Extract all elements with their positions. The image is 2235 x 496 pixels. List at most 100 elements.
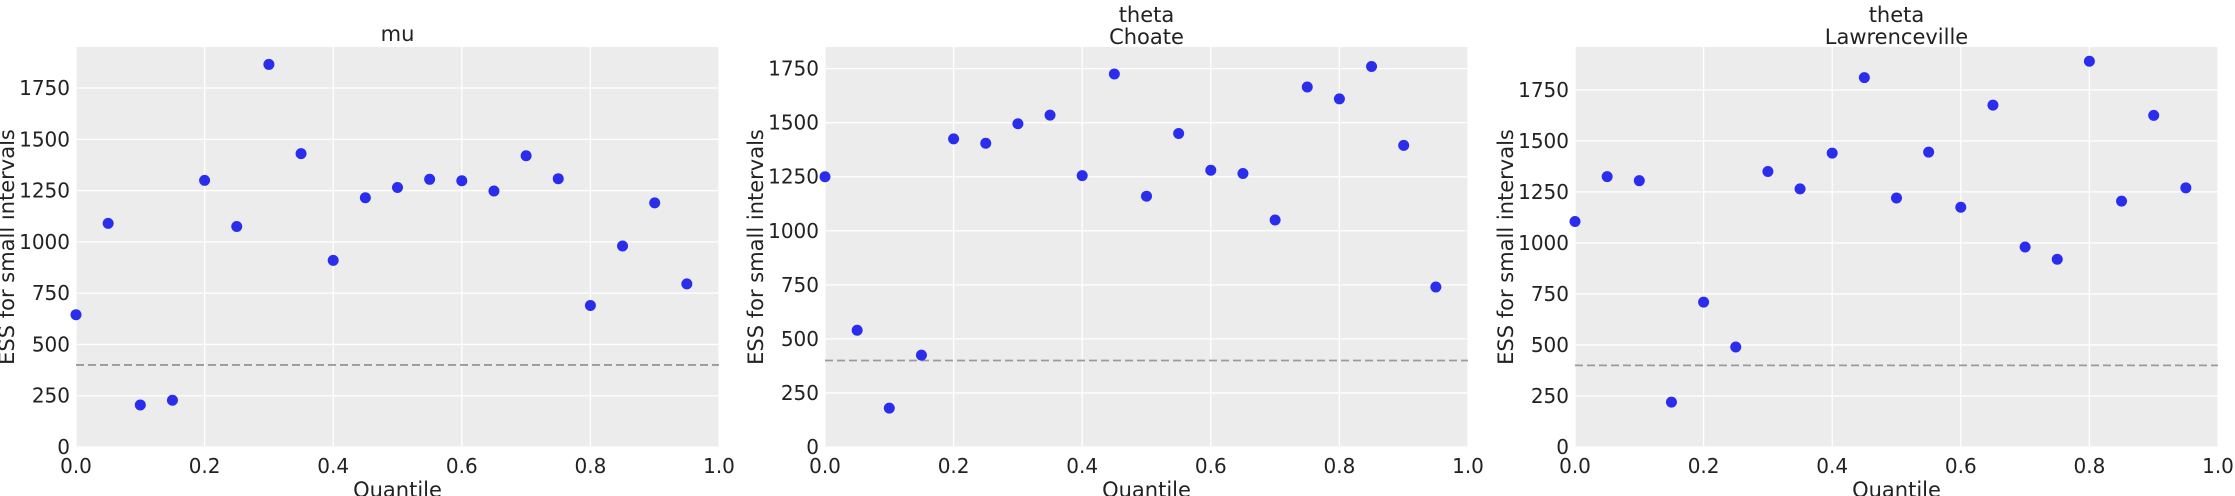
data-point <box>1366 60 1378 72</box>
y-tick-label: 750 <box>32 281 70 305</box>
data-point <box>231 220 243 232</box>
data-point <box>1698 296 1710 308</box>
data-point <box>681 278 693 290</box>
data-point <box>520 150 532 162</box>
y-tick-label: 1250 <box>1518 180 1569 204</box>
data-point <box>851 324 863 336</box>
data-point <box>1601 171 1613 183</box>
y-tick-label: 0 <box>1556 435 1569 459</box>
data-point <box>1012 118 1024 130</box>
data-point <box>1398 139 1410 151</box>
data-point <box>819 171 831 183</box>
chart-title: Choate <box>1109 25 1184 49</box>
x-tick-label: 0.0 <box>60 454 92 478</box>
y-tick-label: 1500 <box>19 127 70 151</box>
plot-area <box>1575 47 2218 447</box>
x-tick-label: 0.4 <box>1816 454 1848 478</box>
data-point <box>1430 281 1442 293</box>
data-point <box>456 175 468 187</box>
x-tick-label: 0.2 <box>189 454 221 478</box>
data-point <box>1141 190 1152 202</box>
y-tick-label: 250 <box>781 381 819 405</box>
plot-area <box>76 47 719 447</box>
y-tick-label: 250 <box>32 384 70 408</box>
data-point <box>1076 170 1088 182</box>
x-tick-label: 0.6 <box>1945 454 1977 478</box>
chart-panel-2: 0.0 0.2 0.4 0.6 0.8 1.0 0 250 500 750 1000 1250 1500… <box>744 3 1484 496</box>
data-point <box>199 174 211 186</box>
y-axis-label: ESS for small intervals <box>744 129 768 365</box>
y-tick-label: 500 <box>1531 333 1569 357</box>
x-tick-label: 0.0 <box>809 454 841 478</box>
data-point <box>1044 109 1056 121</box>
chart-title: theta <box>1119 3 1175 27</box>
data-point <box>134 399 146 411</box>
data-point <box>102 217 114 229</box>
data-point <box>2180 182 2192 194</box>
plot-area <box>825 47 1468 447</box>
y-tick-label: 1250 <box>768 165 819 189</box>
data-point <box>392 182 403 194</box>
x-tick-label: 0.0 <box>1559 454 1591 478</box>
y-tick-label: 750 <box>781 273 819 297</box>
data-point <box>948 133 960 145</box>
data-point <box>617 240 629 252</box>
data-point <box>2019 241 2031 253</box>
data-point <box>1237 167 1249 179</box>
y-axis-label: ESS for small intervals <box>1494 129 1518 365</box>
x-tick-label: 1.0 <box>703 454 735 478</box>
data-point <box>2051 253 2063 265</box>
data-point <box>1108 68 1120 80</box>
y-tick-label: 500 <box>781 327 819 351</box>
chart-panel-1: 0.0 0.2 0.4 0.6 0.8 1.0 0 250 500 750 1000 1250 1500… <box>0 22 735 496</box>
chart-title: Lawrenceville <box>1825 25 1968 49</box>
x-axis-label: Quantile <box>1852 478 1941 496</box>
chart-title: theta <box>1869 3 1925 27</box>
y-tick-label: 1250 <box>19 179 70 203</box>
y-tick-label: 1750 <box>19 76 70 100</box>
data-point <box>295 148 307 160</box>
y-tick-label: 1500 <box>1518 129 1569 153</box>
chart-title: mu <box>381 22 415 46</box>
x-tick-label: 0.2 <box>1688 454 1720 478</box>
y-tick-label: 1000 <box>19 230 70 254</box>
data-point <box>584 299 596 311</box>
y-tick-label: 1000 <box>1518 231 1569 255</box>
y-tick-label: 1750 <box>1518 78 1569 102</box>
data-point <box>2083 55 2095 67</box>
data-point <box>915 349 927 361</box>
data-point <box>1269 214 1281 226</box>
y-tick-label: 500 <box>32 332 70 356</box>
x-tick-label: 1.0 <box>1452 454 1484 478</box>
data-point <box>1794 183 1806 195</box>
chart-panel-3: 0.0 0.2 0.4 0.6 0.8 1.0 0 250 500 750 1000 1250 1500… <box>1494 3 2234 496</box>
x-tick-label: 0.8 <box>574 454 606 478</box>
data-point <box>1665 396 1677 408</box>
y-tick-label: 250 <box>1531 384 1569 408</box>
data-point <box>1301 81 1313 93</box>
data-point <box>980 137 992 149</box>
data-point <box>1955 201 1967 213</box>
data-point <box>488 185 500 197</box>
x-tick-label: 0.2 <box>938 454 970 478</box>
data-point <box>1987 99 1999 111</box>
data-point <box>70 309 82 321</box>
data-point <box>1730 341 1742 353</box>
data-point <box>1891 192 1902 204</box>
data-point <box>1762 165 1774 177</box>
y-tick-label: 0 <box>806 435 819 459</box>
data-point <box>263 58 275 70</box>
x-tick-label: 0.4 <box>317 454 349 478</box>
y-axis-label: ESS for small intervals <box>0 129 19 365</box>
data-point <box>1333 93 1345 105</box>
data-point <box>883 402 895 414</box>
x-tick-label: 0.8 <box>2073 454 2105 478</box>
data-point <box>1858 72 1870 84</box>
data-point <box>1173 127 1185 139</box>
data-point <box>359 192 371 204</box>
data-point <box>1923 146 1935 158</box>
data-point <box>2116 195 2128 207</box>
x-tick-label: 0.6 <box>1195 454 1227 478</box>
x-axis-label: Quantile <box>353 478 442 496</box>
